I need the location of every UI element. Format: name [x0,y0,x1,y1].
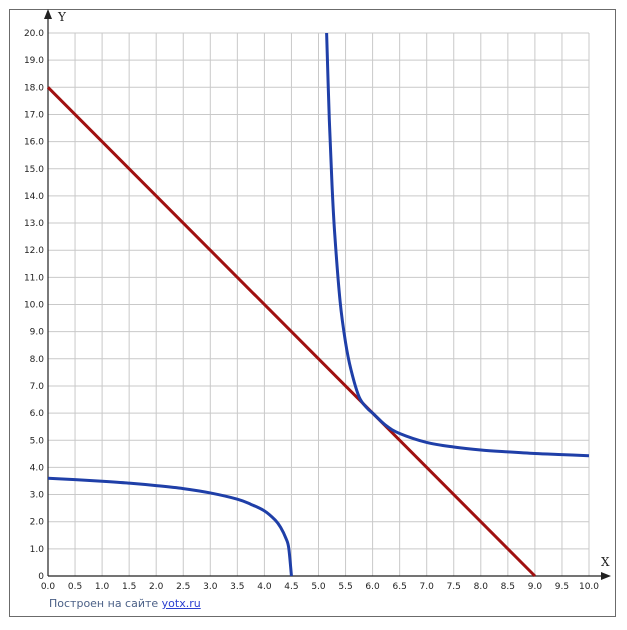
y-tick-label: 11.0 [24,273,44,283]
x-tick-label: 8.5 [501,582,515,592]
y-tick-label: 14.0 [24,192,44,202]
x-tick-label: 4.0 [257,582,272,592]
credit-text: Построен на сайте [49,597,162,610]
y-tick-label: 10.0 [24,301,44,311]
credit-line: Построен на сайте yotx.ru [49,597,201,610]
y-axis-label: Y [57,10,67,24]
y-tick-label: 13.0 [24,219,44,229]
x-tick-label: 5.5 [338,582,352,592]
y-axis-arrow [44,9,52,19]
chart-frame [9,9,616,617]
y-tick-label: 8.0 [30,355,45,365]
y-tick-label: 12.0 [24,246,44,256]
x-tick-label: 2.0 [149,582,164,592]
x-tick-label: 3.5 [230,582,244,592]
series-line-1 [46,86,536,578]
x-tick-label: 1.0 [95,582,110,592]
series-group [46,32,590,578]
x-tick-labels: 0.0 0.5 1.0 1.5 2.0 2.5 3.0 3.5 4.0 4.5 5.0 5.5 6.0 6… [41,582,599,592]
x-tick-label: 8.0 [474,582,489,592]
x-tick-label: 2.5 [176,582,190,592]
y-tick-label: 1.0 [30,545,45,555]
y-tick-label: 9.0 [30,328,45,338]
x-tick-label: 1.5 [122,582,136,592]
credit-link[interactable]: yotx.ru [161,597,201,610]
x-tick-label: 7.0 [420,582,435,592]
series-line-2 [47,476,293,577]
y-tick-label: 5.0 [30,436,45,446]
x-tick-label: 0.0 [41,582,56,592]
y-tick-label: 18.0 [24,83,44,93]
x-tick-label: 5.0 [311,582,326,592]
x-axis-arrow [601,572,611,580]
x-tick-label: 9.0 [528,582,543,592]
x-axis-label: X [601,555,610,569]
axes [44,9,611,580]
x-tick-label: 10.0 [579,582,599,592]
x-tick-label: 3.0 [203,582,218,592]
y-tick-label: 6.0 [30,409,45,419]
x-tick-label: 0.5 [68,582,82,592]
y-tick-label: 19.0 [24,56,44,66]
x-tick-label: 6.5 [392,582,406,592]
y-tick-label: 4.0 [30,463,45,473]
y-tick-label: 0 [38,572,44,582]
y-tick-label: 3.0 [30,491,45,501]
y-tick-label: 2.0 [30,518,45,528]
x-tick-label: 9.5 [555,582,569,592]
y-tick-label: 17.0 [24,110,44,120]
y-tick-labels: 0 1.0 2.0 3.0 4.0 5.0 6.0 7.0 8.0 9.0 10.0 11.0 12.0… [24,29,44,582]
y-tick-label: 7.0 [30,382,45,392]
y-tick-label: 16.0 [24,138,44,148]
y-tick-label: 20.0 [24,29,44,39]
grid [47,32,590,577]
x-tick-label: 6.0 [365,582,380,592]
y-tick-label: 15.0 [24,165,44,175]
series-line-3 [325,32,590,458]
x-tick-label: 4.5 [284,582,298,592]
x-tick-label: 7.5 [447,582,461,592]
